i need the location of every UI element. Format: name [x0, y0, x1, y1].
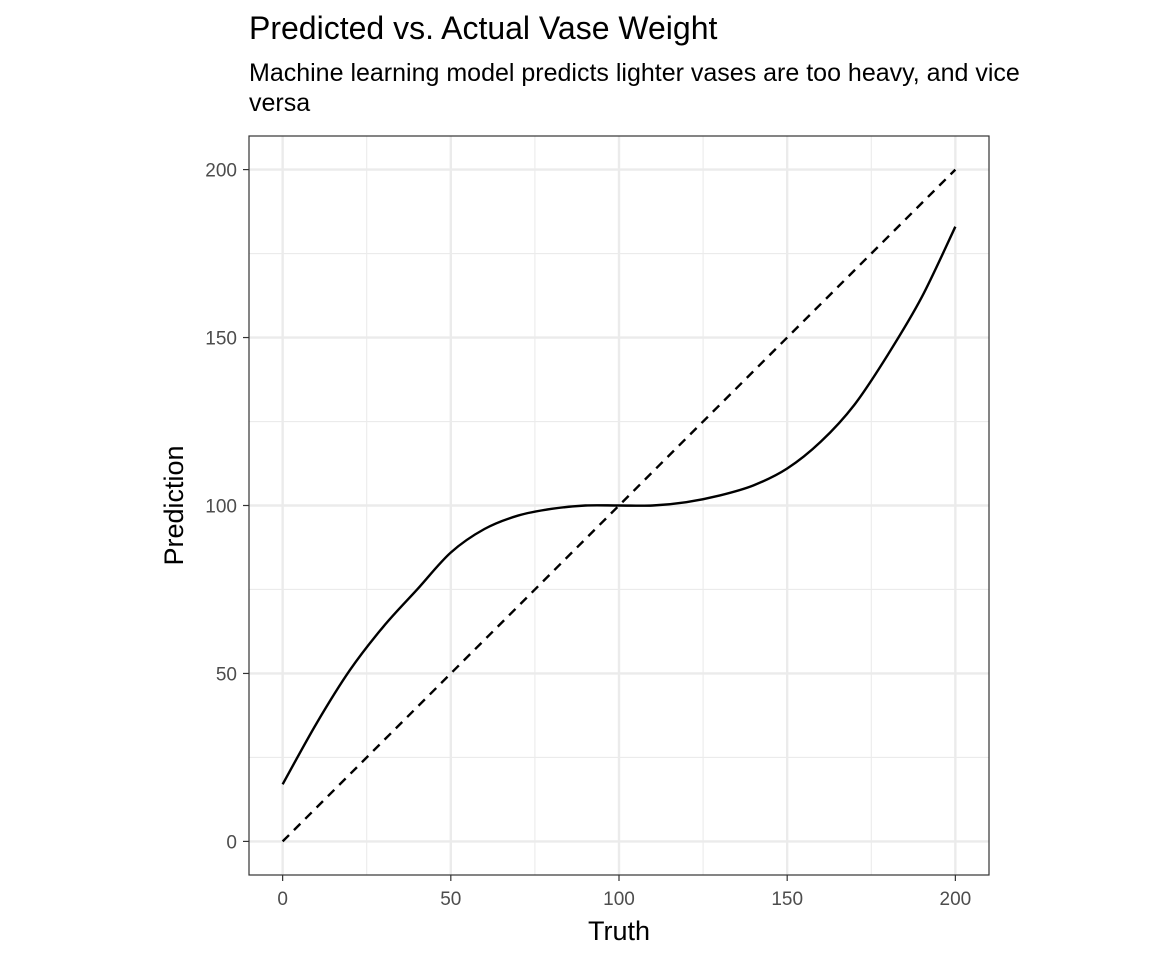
- x-tick-label: 200: [940, 889, 972, 910]
- x-axis-label: Truth: [588, 916, 650, 946]
- x-tick-label: 150: [771, 889, 803, 910]
- chart-title: Predicted vs. Actual Vase Weight: [249, 10, 718, 46]
- series-layer: [281, 168, 957, 843]
- x-tick-label: 0: [277, 889, 288, 910]
- chart-subtitle: Machine learning model predicts lighter …: [249, 59, 1020, 117]
- y-tick-label: 100: [205, 497, 237, 518]
- y-axis-label: Prediction: [159, 445, 189, 565]
- x-tick-label: 100: [603, 889, 635, 910]
- y-tick-label: 200: [205, 161, 237, 182]
- x-tick-label: 50: [440, 889, 461, 910]
- identity-line: [281, 168, 957, 843]
- prediction-curve: [281, 226, 957, 785]
- y-tick-label: 0: [226, 832, 237, 853]
- ticks-layer: 0 50 100 150 200 0 50 100 150 200: [205, 161, 971, 910]
- y-tick-label: 50: [216, 664, 237, 685]
- y-tick-label: 150: [205, 329, 237, 350]
